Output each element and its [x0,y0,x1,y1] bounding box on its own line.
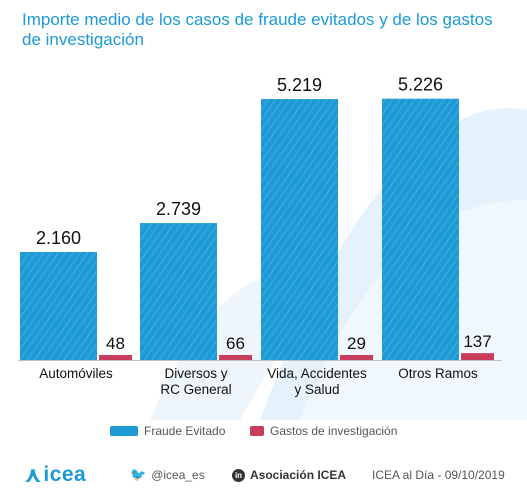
legend-swatch-gastos [250,426,264,436]
data-label-gastos-3: 29 [347,334,366,353]
source-text: ICEA al Día - 09/10/2019 [372,468,505,482]
data-label-fraude-1: 2.160 [36,228,81,248]
category-label-4: Otros Ramos [398,366,478,381]
data-label-gastos-4: 137 [463,332,491,351]
data-label-fraude-4: 5.226 [398,75,443,95]
source-note: ICEA al Día - 09/10/2019 [372,462,505,488]
bar-chart: 2.160 48 Automóviles 2.739 66 Diversos y RC Ge… [18,75,502,397]
linkedin-link[interactable]: in Asociación ICEA [232,462,346,488]
legend-item-fraude: Fraude Evitado [110,424,225,438]
bar-texture-3 [261,99,338,361]
data-label-fraude-2: 2.739 [156,199,201,219]
legend-swatch-fraude [110,426,138,436]
chart-title: Importe medio de los casos de fraude evi… [22,10,493,49]
bar-gastos-1 [99,355,132,360]
legend-item-gastos: Gastos de investigación [250,424,397,438]
bar-texture-4 [382,98,459,360]
bar-gastos-3 [340,355,373,360]
category-label-3: Vida, Accidentes y Salud [267,366,367,397]
data-label-gastos-2: 66 [226,334,245,353]
data-label-gastos-1: 48 [106,334,125,353]
category-label-2: Diversos y RC General [160,366,231,397]
linkedin-text: Asociación ICEA [250,468,347,482]
category-label-1: Automóviles [39,366,113,381]
linkedin-icon: in [232,468,245,482]
twitter-icon: 🐦 [130,467,147,482]
bar-gastos-4 [461,353,494,360]
bar-texture-1 [20,252,97,360]
icea-logo-text: icea [43,463,87,486]
twitter-handle-text: @icea_es [151,468,205,482]
data-label-fraude-3: 5.219 [277,75,322,95]
bar-texture-2 [140,223,217,360]
legend-label-gastos: Gastos de investigación [270,424,398,438]
twitter-handle[interactable]: 🐦 @icea_es [130,462,205,488]
legend-label-fraude: Fraude Evitado [144,424,226,438]
icea-logo: ⋏ icea [24,462,86,488]
icea-logo-mark-icon: ⋏ [24,462,43,487]
bar-gastos-2 [219,355,252,360]
